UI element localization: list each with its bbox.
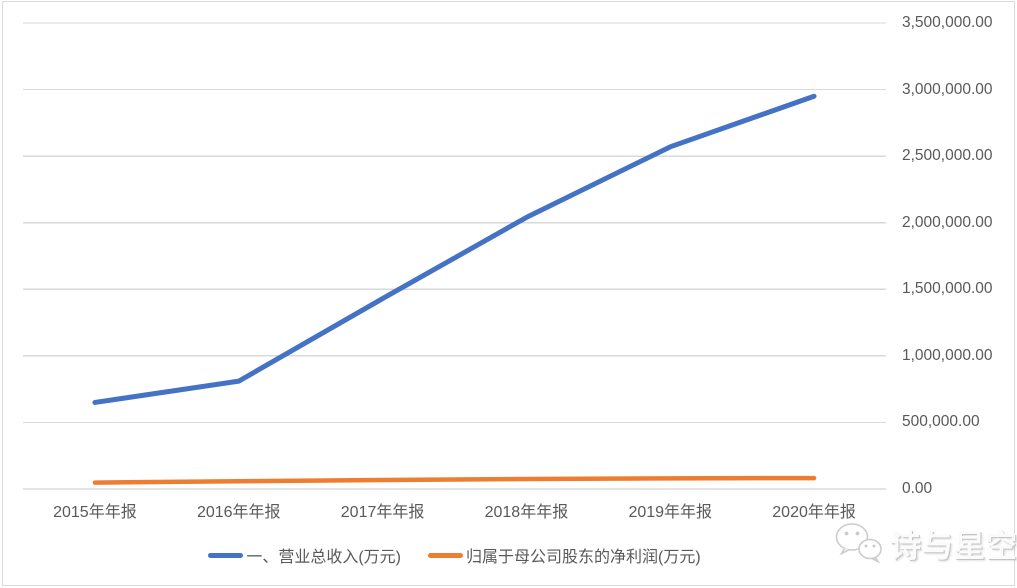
y-axis-label: 3,000,000.00 <box>902 80 993 98</box>
legend-swatch <box>428 552 463 558</box>
y-axis-label: 0.00 <box>902 480 933 497</box>
legend-label: 归属于母公司股东的净利润(万元) <box>466 549 701 566</box>
watermark-text: 诗与星空 <box>890 528 1017 564</box>
legend-swatch <box>208 552 244 558</box>
y-axis-label: 1,500,000.00 <box>902 280 993 298</box>
y-axis-label: 2,000,000.00 <box>902 213 993 231</box>
legend-label: 一、营业总收入(万元) <box>246 549 401 566</box>
x-axis-label: 2017年年报 <box>340 504 425 521</box>
legend-item-1: 归属于母公司股东的净利润(万元) <box>428 543 701 567</box>
y-axis-label: 2,500,000.00 <box>902 147 993 165</box>
x-axis-label: 2016年年报 <box>196 504 281 521</box>
wechat-icon <box>835 523 882 564</box>
chart-legend: 一、营业总收入(万元) 归属于母公司股东的净利润(万元) <box>23 543 886 567</box>
series-line-1 <box>92 475 817 485</box>
series-line-0 <box>92 93 817 405</box>
y-axis-label: 3,500,000.00 <box>902 14 993 31</box>
x-axis-label: 2020年年报 <box>772 504 856 521</box>
watermark: 诗与星空 <box>834 520 1017 566</box>
x-axis-label: 2015年年报 <box>53 504 137 521</box>
y-axis-label: 500,000.00 <box>902 413 980 431</box>
legend-item-0: 一、营业总收入(万元) <box>208 543 401 567</box>
x-axis-label: 2018年年报 <box>484 504 569 521</box>
y-axis-label: 1,000,000.00 <box>902 346 993 364</box>
x-axis-label: 2019年年报 <box>628 504 713 521</box>
